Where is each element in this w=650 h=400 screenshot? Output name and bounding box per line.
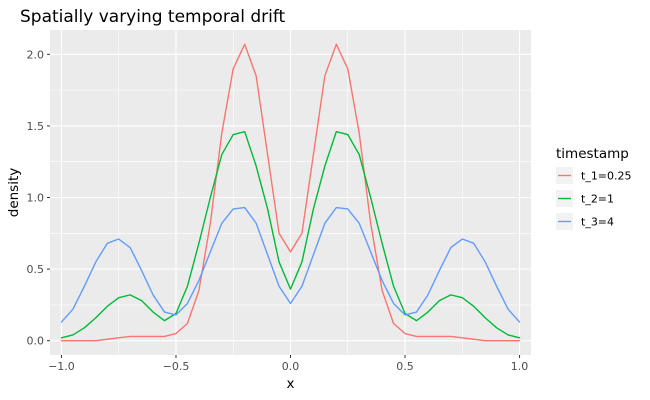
y-tick-label: 0.5 [27,263,45,276]
x-tick-label: 1.0 [511,360,529,373]
x-tick-label: 0.0 [282,360,300,373]
chart-title: Spatially varying temporal drift [20,7,286,27]
y-axis: 0.0 0.5 1.0 1.5 2.0 [27,48,50,348]
legend-items: t_1=0.25 t_2=1 t_3=4 [556,167,632,230]
major-gridlines [50,30,531,355]
y-axis-title: density [6,168,22,218]
y-tick-label: 1.0 [27,192,45,205]
series-line-1 [60,43,521,342]
x-tick-label: −0.5 [163,360,190,373]
y-tick-label: 0.0 [27,335,45,348]
legend-label: t_1=0.25 [581,170,632,183]
x-tick-label: 0.5 [396,360,414,373]
series-line-2 [60,130,521,339]
legend-title: timestamp [556,146,629,162]
legend-label: t_2=1 [581,193,614,206]
x-axis-title: x [287,376,295,392]
x-axis: −1.0 −0.5 0.0 0.5 1.0 [48,355,528,373]
plot-panel [50,30,531,355]
series-line-3 [60,206,521,323]
x-tick-label: −1.0 [48,360,75,373]
series-lines [60,43,521,342]
legend: timestamp t_1=0.25 t_2=1 t_3=4 [556,146,632,230]
y-tick-label: 1.5 [27,120,45,133]
y-tick-label: 2.0 [27,48,45,61]
legend-label: t_3=4 [581,216,614,229]
